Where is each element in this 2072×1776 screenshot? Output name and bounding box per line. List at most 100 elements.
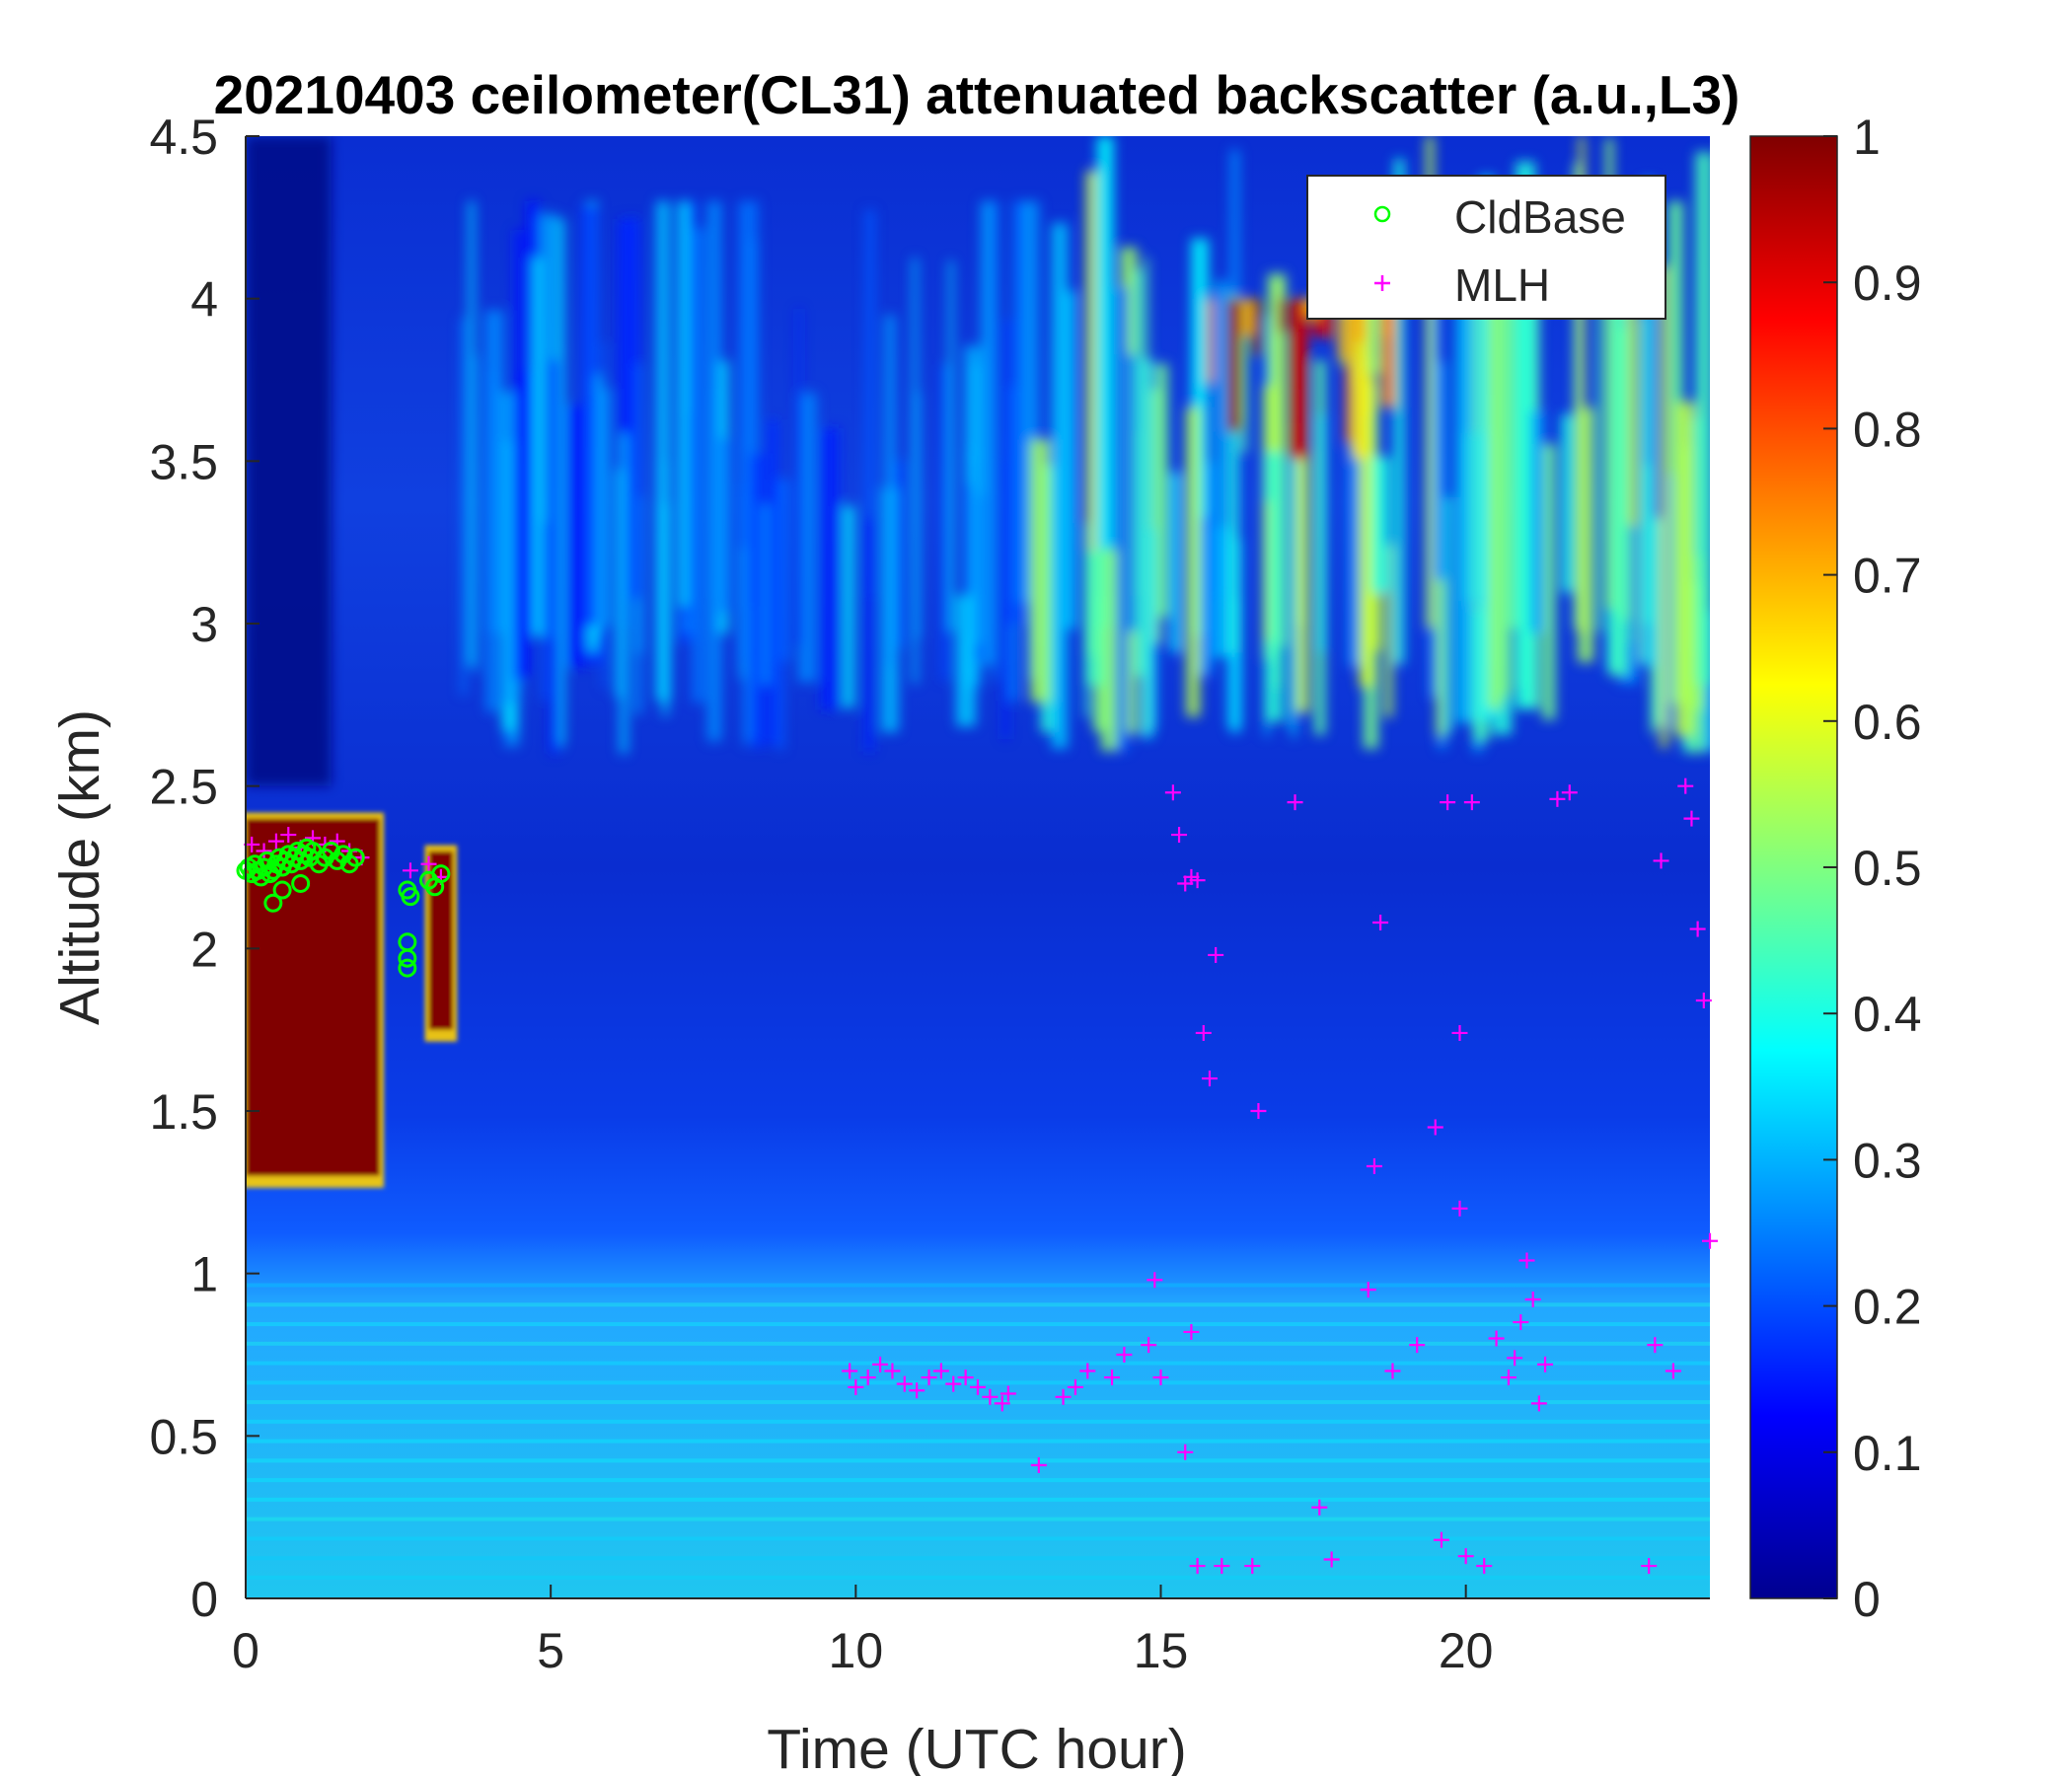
bl-band	[246, 1536, 1710, 1541]
mlh-marker	[999, 1385, 1016, 1402]
mlh-marker	[1440, 794, 1456, 811]
mlh-marker	[256, 843, 272, 859]
aerosol-streak	[797, 393, 817, 683]
aerosol-streak	[485, 372, 498, 712]
aerosol-streak	[969, 363, 982, 645]
aerosol-streak	[1674, 402, 1695, 737]
aerosol-streak	[1085, 170, 1097, 656]
y-tick-label: 3.5	[149, 434, 218, 489]
aerosol-streak	[1228, 292, 1238, 653]
aerosol-streak	[1445, 496, 1452, 735]
aerosol-streak	[678, 200, 689, 607]
aerosol-streak	[941, 364, 949, 681]
mlh-marker	[1366, 1157, 1382, 1174]
aerosol-streak	[1455, 185, 1475, 723]
aerosol-streak	[557, 218, 564, 746]
aerosol-streak	[656, 200, 670, 698]
y-tick-label: 0.5	[149, 1409, 218, 1464]
aerosol-streak	[893, 460, 905, 648]
mlh-marker	[1195, 1024, 1212, 1041]
mlh-marker	[1665, 1363, 1681, 1379]
colorbar-tick-label: 0.9	[1853, 256, 1922, 311]
aerosol-streak	[1128, 354, 1137, 631]
mlh-marker	[1518, 1252, 1535, 1269]
colorbar-tick-label: 0.1	[1853, 1426, 1922, 1481]
aerosol-streak	[1086, 551, 1104, 686]
cldbase-marker	[345, 848, 365, 867]
cldbase-marker	[431, 864, 451, 884]
aerosol-streak	[1135, 268, 1143, 677]
aerosol-streak	[1241, 298, 1247, 453]
aerosol-streak	[864, 517, 874, 752]
aerosol-streak	[1370, 456, 1390, 594]
aerosol-streak	[1116, 286, 1129, 752]
heatmap-image	[246, 136, 1710, 1598]
aerosol-streak	[1051, 223, 1069, 749]
mlh-marker	[1152, 1369, 1169, 1386]
aerosol-streak	[1144, 257, 1148, 732]
legend-mlh-label: MLH	[1454, 259, 1550, 311]
cldbase-marker	[291, 873, 311, 893]
bl-band	[246, 1361, 1710, 1366]
cloud-region	[424, 845, 458, 1042]
aerosol-streak	[948, 260, 953, 632]
aerosol-streak	[1242, 298, 1255, 336]
y-tick-label: 2	[190, 922, 218, 977]
aerosol-streak	[1344, 298, 1352, 444]
legend-cldbase-marker	[1373, 205, 1391, 223]
aerosol-streak	[1006, 385, 1019, 702]
x-tick-label: 0	[232, 1623, 259, 1678]
aerosol-streak	[683, 412, 695, 620]
aerosol-streak	[1488, 239, 1501, 709]
aerosol-streak	[625, 217, 640, 600]
mlh-marker	[945, 1375, 962, 1392]
mlh-marker	[1451, 1200, 1468, 1217]
colorbar-tick-label: 0	[1853, 1572, 1881, 1627]
cldbase-marker	[322, 842, 341, 861]
aerosol-streak	[843, 505, 854, 708]
aerosol-streak	[1084, 522, 1089, 718]
mlh-marker	[1116, 1347, 1133, 1363]
cldbase-marker	[398, 958, 417, 978]
bl-band	[246, 1575, 1710, 1580]
mlh-marker	[1537, 1356, 1554, 1372]
mlh-marker	[970, 1378, 986, 1395]
aerosol-streak	[1155, 363, 1168, 618]
bl-band	[246, 1478, 1710, 1483]
aerosol-streak	[1384, 544, 1393, 717]
aerosol-streak	[1605, 138, 1614, 610]
colorbar-tick-label: 0.3	[1853, 1133, 1922, 1188]
aerosol-streak	[1429, 301, 1441, 698]
aerosol-streak	[1579, 136, 1585, 633]
aerosol-streak	[884, 315, 896, 668]
x-tick-label: 20	[1439, 1623, 1494, 1678]
mlh-marker	[921, 1369, 937, 1386]
y-tick-label: 2.5	[149, 760, 218, 815]
aerosol-streak	[706, 200, 722, 742]
aerosol-streak	[599, 388, 611, 628]
mlh-marker	[1177, 1443, 1194, 1460]
mlh-marker	[1561, 784, 1578, 801]
mlh-marker	[1695, 993, 1712, 1009]
y-tick-label: 3	[190, 597, 218, 652]
y-tick-label: 1.5	[149, 1084, 218, 1140]
aerosol-streak	[1030, 439, 1050, 703]
colorbar-tick-label: 0.4	[1853, 987, 1922, 1042]
aerosol-streak	[1186, 407, 1201, 717]
cldbase-marker	[398, 948, 417, 968]
mlh-marker	[1653, 852, 1669, 869]
aerosol-streak	[1530, 410, 1544, 633]
mlh-marker	[1463, 794, 1480, 811]
mlh-marker	[1488, 1330, 1505, 1347]
colorbar-tick-label: 0.5	[1853, 841, 1922, 896]
aerosol-streak	[1695, 152, 1710, 685]
colorbar-tick-label: 0.6	[1853, 695, 1922, 750]
mlh-marker	[1201, 1071, 1218, 1087]
aerosol-streak	[865, 209, 875, 598]
mlh-marker	[1641, 1558, 1658, 1575]
aerosol-streak	[565, 405, 585, 668]
y-tick-label: 4	[190, 272, 218, 328]
aerosol-streak	[992, 200, 999, 681]
aerosol-streak	[618, 218, 630, 628]
colorbar-tick-label: 1	[1853, 110, 1881, 165]
